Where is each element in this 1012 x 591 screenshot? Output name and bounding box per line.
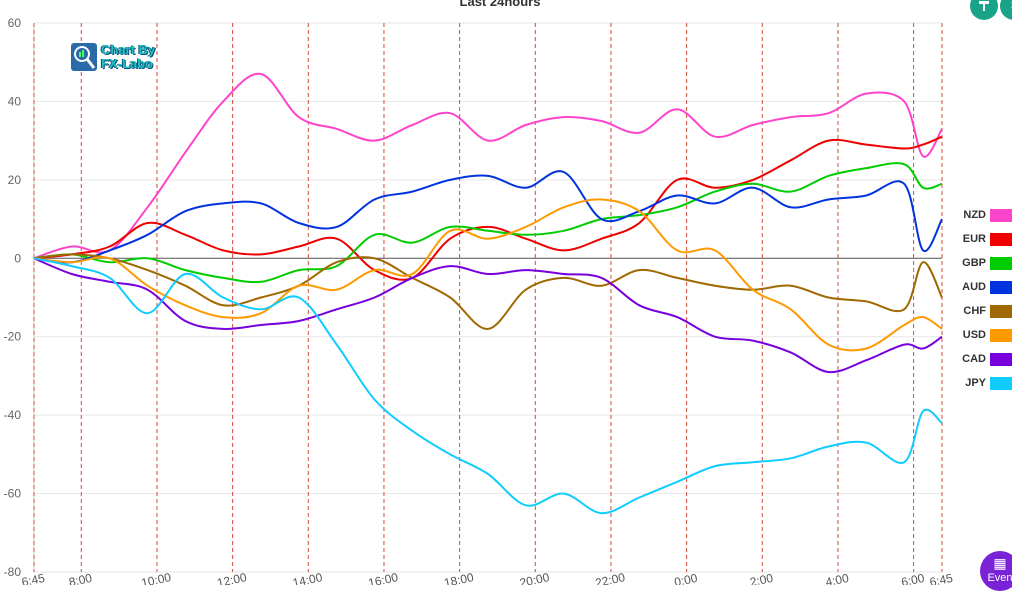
zoom-button[interactable]: 3 (1000, 0, 1012, 20)
x-tick-label: 12:00 (216, 570, 249, 585)
series-line-gbp (33, 162, 943, 284)
legend-label: CHF (963, 305, 986, 317)
legend-label: EUR (962, 233, 986, 245)
y-tick-label: 40 (8, 94, 22, 108)
y-tick-label: -60 (4, 487, 22, 501)
legend-item-gbp[interactable]: GBP (950, 251, 1012, 275)
download-icon[interactable] (970, 0, 998, 20)
legend-swatch (990, 208, 1012, 222)
event-button[interactable]: ▦ Even (980, 551, 1012, 591)
legend: NZD EUR GBP AUD CHF USD CAD JPY (950, 203, 1012, 395)
legend-label: GBP (962, 257, 986, 269)
y-tick-label: 60 (8, 16, 22, 30)
x-tick-label: 4:00 (824, 571, 850, 585)
event-button-label: Even (987, 572, 1012, 584)
series-line-cad (33, 257, 943, 374)
legend-label: USD (962, 329, 986, 341)
series-line-eur (33, 135, 943, 281)
chart-magnifier-icon (71, 43, 97, 71)
legend-item-jpy[interactable]: JPY (950, 371, 1012, 395)
legend-label: NZD (963, 209, 986, 221)
series-line-aud (33, 170, 943, 264)
y-tick-label: -20 (4, 330, 22, 344)
chart-title: Last 24hours (459, 0, 541, 9)
logo-line-1: Chart By (101, 42, 156, 57)
legend-label: JPY (965, 377, 986, 389)
legend-swatch (990, 256, 1012, 270)
legend-item-aud[interactable]: AUD (950, 275, 1012, 299)
x-tick-label: 0:00 (673, 571, 699, 585)
x-tick-label: 6:00 (900, 571, 926, 585)
series-line-chf (33, 253, 943, 330)
legend-swatch (990, 352, 1012, 366)
x-tick-label: 16:00 (367, 570, 400, 585)
chart-by-logo: Chart By FX-Labo (71, 43, 171, 73)
legend-item-chf[interactable]: CHF (950, 299, 1012, 323)
series-line-jpy (33, 257, 943, 515)
x-tick-label: 8:00 (68, 571, 94, 585)
legend-swatch (990, 304, 1012, 318)
y-axis: 60 40 20 0 -20 -40 -60 -80 (4, 16, 22, 579)
x-tick-label: 20:00 (518, 570, 551, 585)
y-tick-label: 0 (14, 251, 21, 265)
series-line-usd (33, 198, 943, 352)
y-tick-label: 20 (8, 173, 22, 187)
legend-label: AUD (962, 281, 986, 293)
logo-line-2: FX-Labo (101, 56, 153, 71)
y-tick-label: -80 (4, 565, 22, 579)
x-tick-label: 6:45 (20, 571, 46, 585)
series-lines (33, 72, 943, 515)
x-tick-label: 6:45 (928, 571, 954, 585)
x-axis: 6:45 8:00 10:00 12:00 14:00 16:00 18:00 20:00 22… (20, 570, 954, 585)
legend-swatch (990, 376, 1012, 390)
legend-label: CAD (962, 353, 986, 365)
legend-swatch (990, 280, 1012, 294)
legend-item-usd[interactable]: USD (950, 323, 1012, 347)
y-tick-label: -40 (4, 408, 22, 422)
x-tick-label: 10:00 (140, 570, 173, 585)
legend-swatch (990, 328, 1012, 342)
zoom-button-label: 3 (1011, 0, 1012, 12)
legend-item-cad[interactable]: CAD (950, 347, 1012, 371)
x-tick-label: 22:00 (594, 570, 627, 585)
x-tick-label: 2:00 (749, 571, 775, 585)
x-tick-label: 14:00 (291, 570, 324, 585)
calendar-icon: ▦ (993, 555, 1007, 571)
series-line-nzd (33, 72, 943, 260)
legend-item-nzd[interactable]: NZD (950, 203, 1012, 227)
legend-swatch (990, 232, 1012, 246)
x-tick-label: 18:00 (443, 570, 476, 585)
legend-item-eur[interactable]: EUR (950, 227, 1012, 251)
